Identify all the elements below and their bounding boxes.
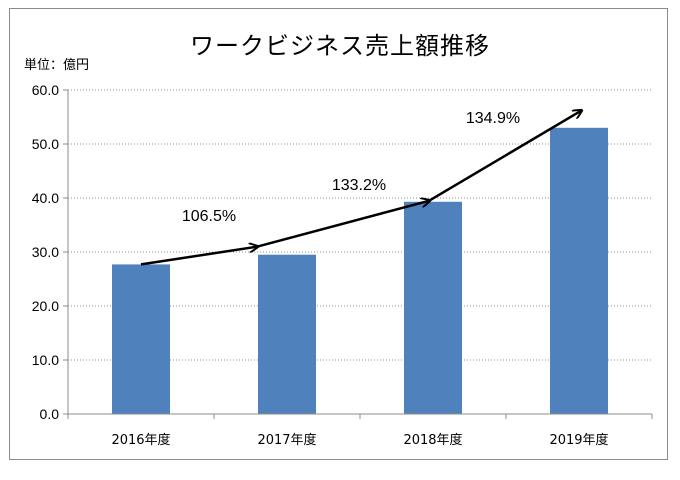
x-tick-label: 2018年度 <box>403 432 462 448</box>
growth-label: 106.5% <box>182 208 236 225</box>
axes <box>67 90 652 415</box>
bar-2019年度 <box>550 127 608 415</box>
y-tick-label: 40.0 <box>32 190 59 206</box>
growth-label: 134.9% <box>466 110 520 127</box>
bar-2017年度 <box>258 254 316 414</box>
trend-arrow <box>140 247 257 266</box>
trend-arrows <box>140 111 581 266</box>
trend-arrow <box>256 201 429 248</box>
y-tick-label: 10.0 <box>32 352 59 368</box>
chart-title: ワークビジネス売上額推移 <box>190 32 490 60</box>
bar-2018年度 <box>404 201 462 414</box>
growth-labels: 106.5% 133.2% 134.9% <box>182 110 520 225</box>
x-tick-label: 2019年度 <box>549 432 608 448</box>
y-tick-label: 30.0 <box>32 244 59 260</box>
x-tick-label: 2017年度 <box>257 432 316 448</box>
y-tick-label: 50.0 <box>32 136 59 152</box>
x-tick-label: 2016年度 <box>111 432 170 448</box>
bar-2016年度 <box>112 264 170 414</box>
y-tick-labels: 0.0 10.0 20.0 30.0 40.0 50.0 60.0 <box>32 82 59 422</box>
trend-arrow <box>428 111 581 202</box>
x-tick-labels: 2016年度 2017年度 2018年度 2019年度 <box>111 432 608 448</box>
y-tick-label: 0.0 <box>40 406 60 422</box>
growth-label: 133.2% <box>332 177 386 194</box>
bars <box>112 127 608 415</box>
y-tick-label: 60.0 <box>32 82 59 98</box>
unit-label: 単位：億円 <box>24 58 90 73</box>
y-tick-label: 20.0 <box>32 298 59 314</box>
